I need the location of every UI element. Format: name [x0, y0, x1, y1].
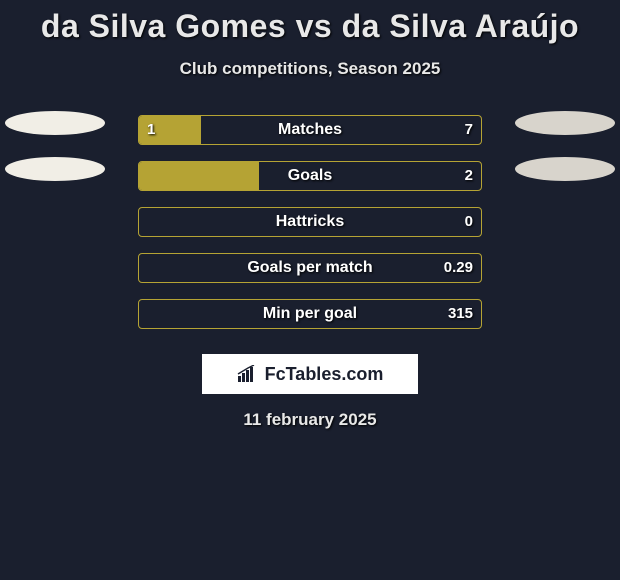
player-left-avatar	[0, 157, 110, 181]
bar-track: 0.29Goals per match	[138, 253, 482, 283]
bar-track: 2Goals	[138, 161, 482, 191]
page-title: da Silva Gomes vs da Silva Araújo	[0, 0, 620, 45]
date-label: 11 february 2025	[0, 410, 620, 430]
player-right-avatar	[510, 111, 620, 135]
stat-row: 2Goals	[0, 161, 620, 191]
brand-label: FcTables.com	[265, 364, 384, 385]
chart-area: 17Matches 2Goals 0Hattricks 0.29Goals per m…	[0, 115, 620, 329]
avatar-ellipse-icon	[515, 111, 615, 135]
stat-row: 17Matches	[0, 115, 620, 145]
bar-label: Hattricks	[139, 208, 481, 236]
bar-track: 17Matches	[138, 115, 482, 145]
bar-track: 315Min per goal	[138, 299, 482, 329]
bar-label: Goals	[139, 162, 481, 190]
avatar-ellipse-icon	[5, 111, 105, 135]
bar-chart-icon	[237, 365, 259, 383]
bar-label: Goals per match	[139, 254, 481, 282]
stat-row: 0Hattricks	[0, 207, 620, 237]
comparison-infographic: da Silva Gomes vs da Silva Araújo Club c…	[0, 0, 620, 580]
avatar-ellipse-icon	[5, 157, 105, 181]
brand-badge: FcTables.com	[202, 354, 418, 394]
stat-row: 315Min per goal	[0, 299, 620, 329]
stat-row: 0.29Goals per match	[0, 253, 620, 283]
avatar-ellipse-icon	[515, 157, 615, 181]
bar-track: 0Hattricks	[138, 207, 482, 237]
bar-label: Matches	[139, 116, 481, 144]
subtitle: Club competitions, Season 2025	[0, 59, 620, 79]
bar-label: Min per goal	[139, 300, 481, 328]
player-left-avatar	[0, 111, 110, 135]
player-right-avatar	[510, 157, 620, 181]
